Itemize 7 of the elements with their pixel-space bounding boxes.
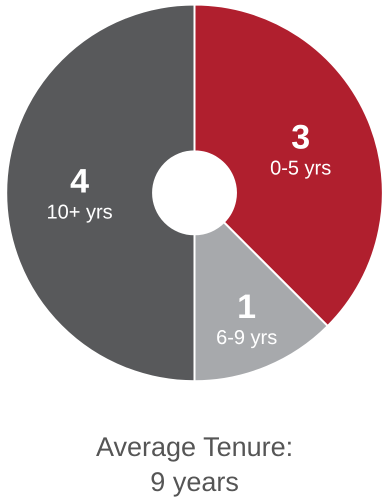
- data-label: 1: [237, 288, 256, 326]
- slice-label: 6-9 yrs: [216, 327, 278, 350]
- slice-label: 0-5 yrs: [270, 157, 332, 180]
- text: Average Tenure: 9 years: [96, 432, 294, 498]
- data-label: 4: [70, 162, 90, 200]
- slice-label: 10+ yrs: [46, 201, 113, 224]
- data-label: 3: [291, 118, 310, 156]
